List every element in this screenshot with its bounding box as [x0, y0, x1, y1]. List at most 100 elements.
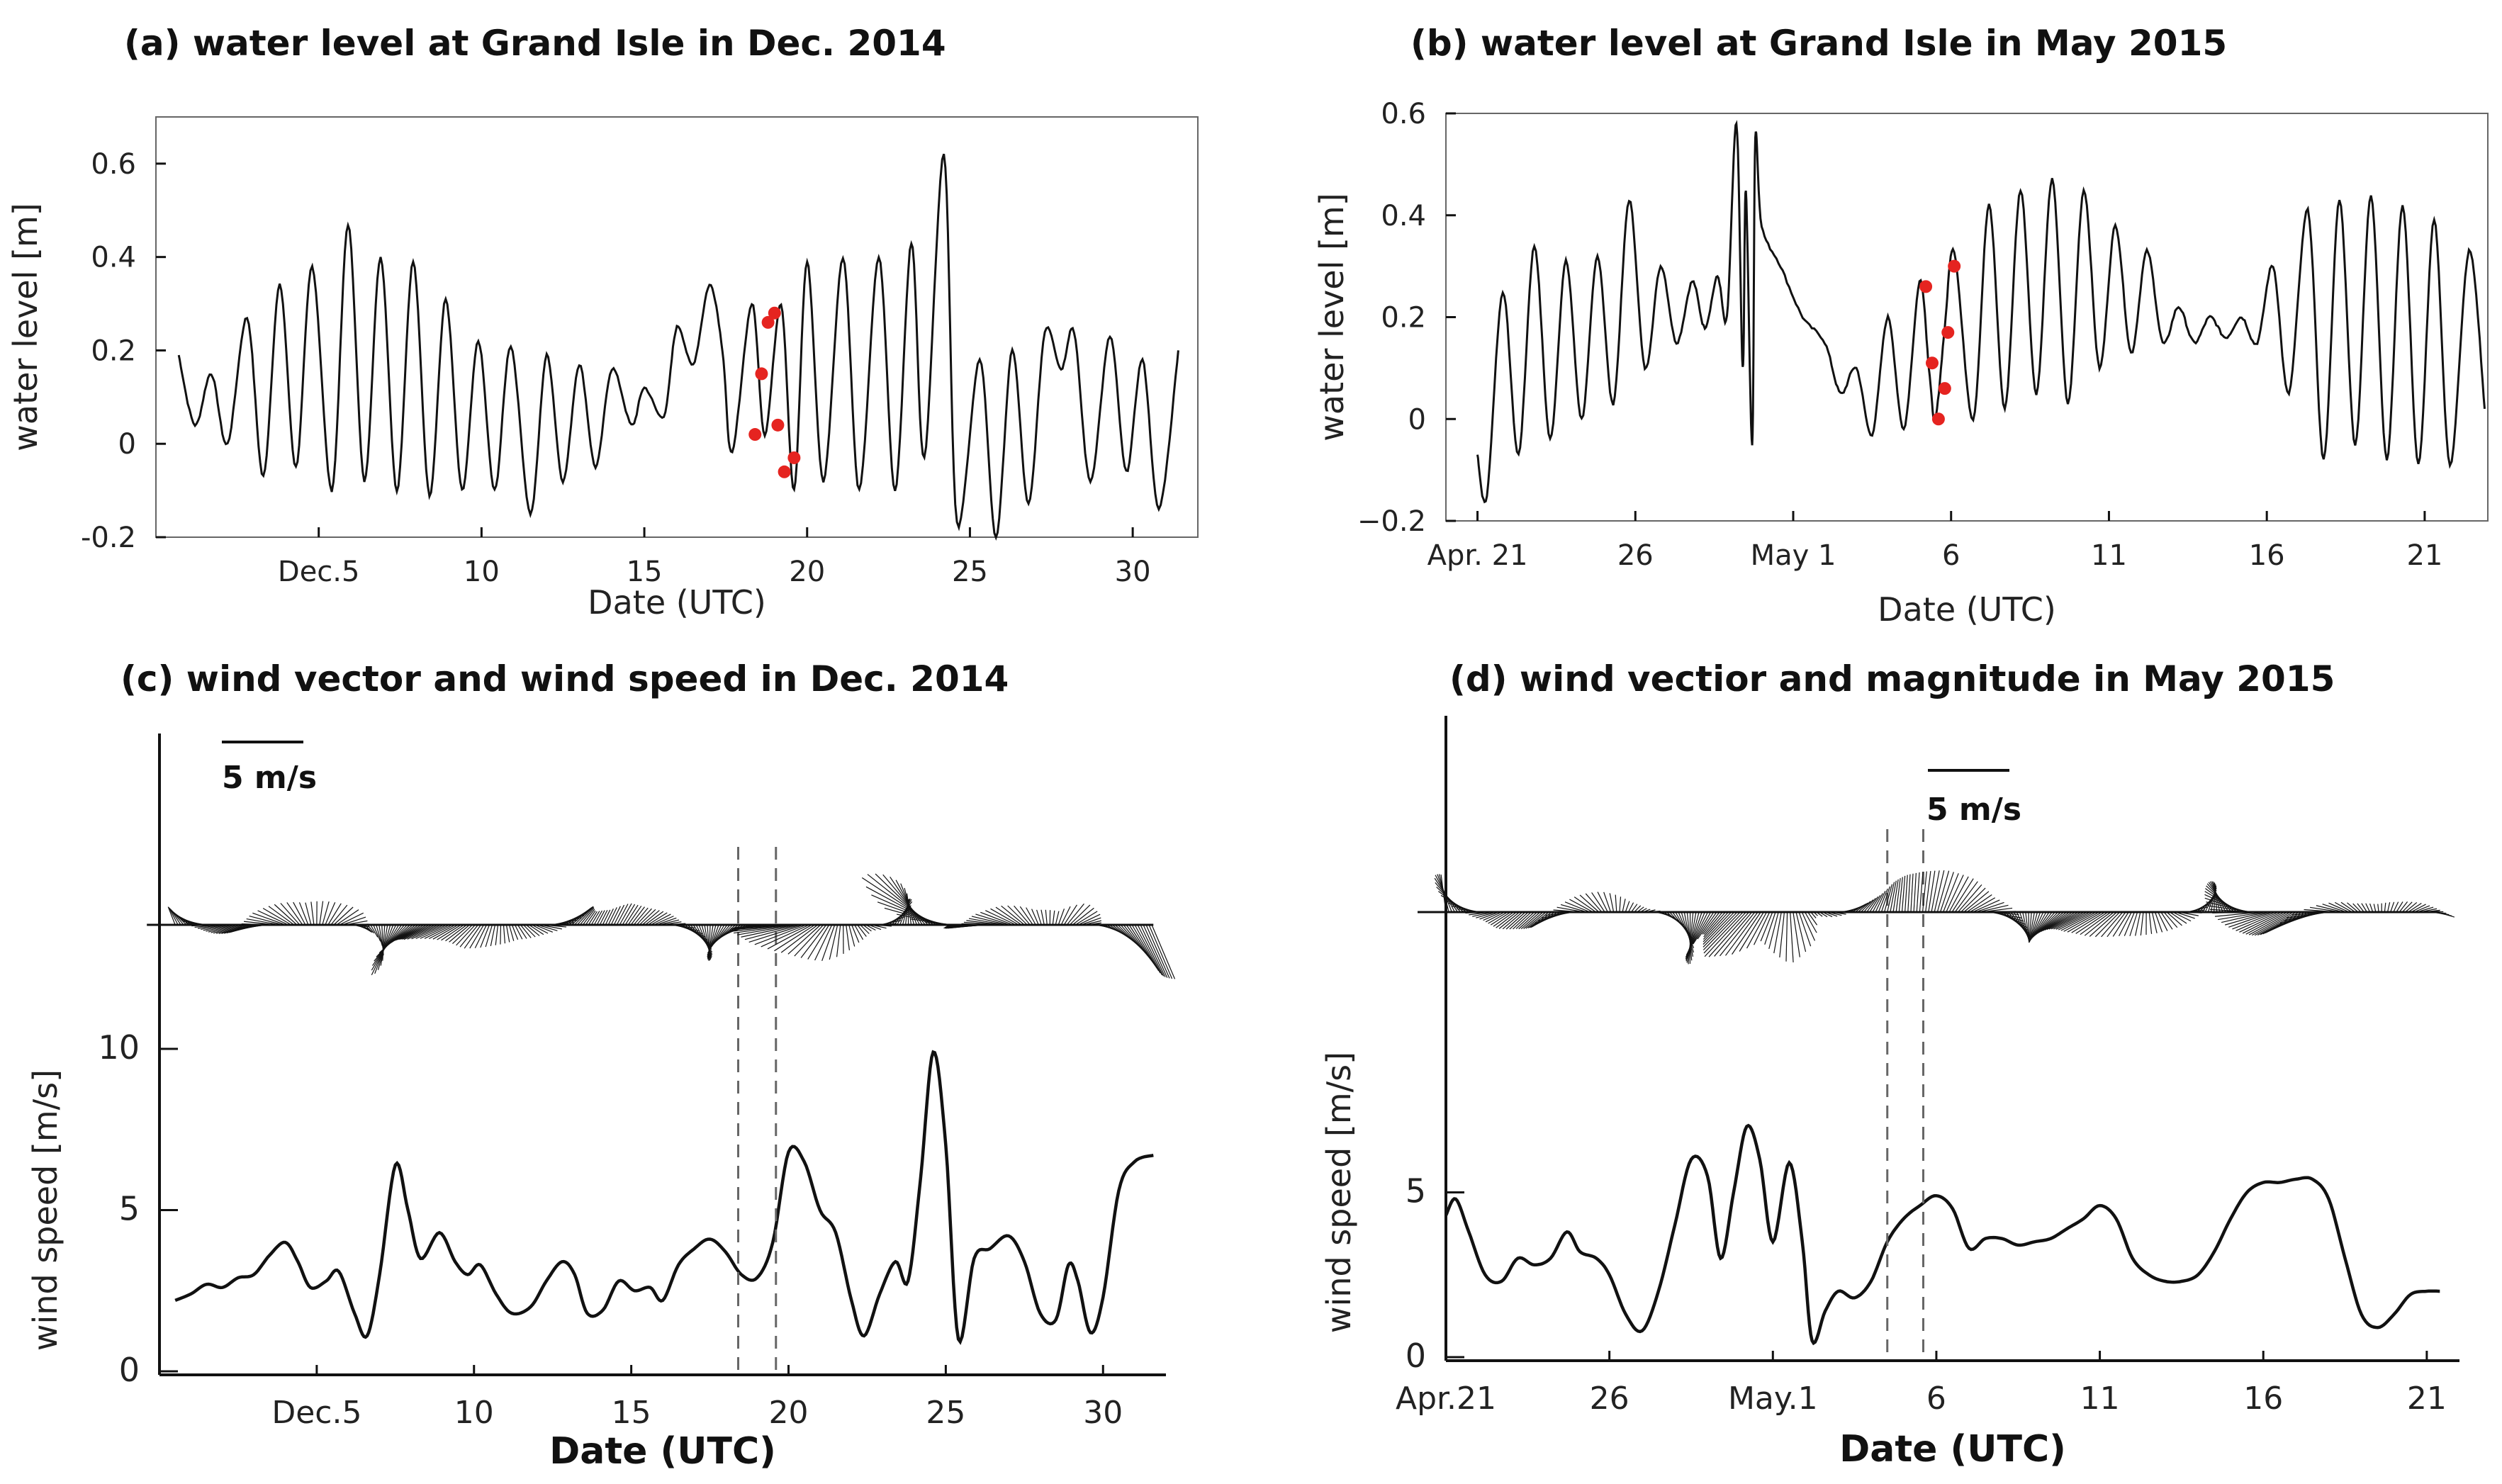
- wind-stick: [1646, 909, 1656, 913]
- data-point-marker: [748, 428, 762, 442]
- wind-stick: [1746, 911, 1768, 949]
- wind-stick: [2245, 911, 2288, 935]
- wind-stick: [361, 924, 372, 933]
- wind-stick: [2221, 911, 2267, 923]
- wind-stick: [2053, 911, 2088, 930]
- wind-stick: [2377, 904, 2379, 913]
- wind-stick: [402, 924, 436, 940]
- wind-stick: [400, 924, 433, 940]
- wind-stick: [490, 924, 496, 946]
- wind-stick: [2334, 901, 2352, 913]
- wind-stick: [268, 906, 295, 926]
- wind-stick: [1609, 893, 1615, 913]
- wind-stick: [622, 904, 636, 926]
- wind-stick: [593, 910, 602, 926]
- data-point-marker: [778, 465, 791, 478]
- wind-stick: [971, 916, 1008, 926]
- wind-stick: [325, 902, 336, 926]
- wind-stick: [464, 924, 482, 949]
- wind-stick: [761, 924, 810, 948]
- wind-stick: [865, 924, 876, 931]
- chart-panel-b: (b) water level at Grand Isle in May 201…: [1313, 23, 2489, 629]
- x-tick-label: 21: [2407, 1381, 2447, 1417]
- wind-stick: [407, 924, 442, 940]
- wind-stick: [2172, 911, 2192, 922]
- wind-stick: [748, 924, 804, 943]
- wind-stick: [456, 924, 476, 946]
- wind-stick: [968, 918, 1005, 926]
- wind-stick: [298, 902, 309, 926]
- wind-stick: [1060, 906, 1071, 926]
- wind-stick: [829, 924, 838, 960]
- wind-stick: [339, 912, 364, 926]
- wind-stick: [1898, 877, 1903, 913]
- wind-stick: [1703, 911, 1723, 935]
- wind-stick: [990, 908, 1019, 926]
- wind-stick: [2135, 911, 2141, 936]
- y-tick-label: −0.2: [1357, 505, 1426, 538]
- wind-stick: [2357, 903, 2364, 913]
- x-tick-label: 30: [1115, 556, 1151, 588]
- wind-stick: [1779, 911, 1785, 958]
- wind-stick: [1798, 911, 1812, 947]
- wind-stick: [2225, 911, 2270, 926]
- wind-stick: [319, 901, 324, 926]
- wind-stick: [2361, 903, 2367, 913]
- wind-stick: [1631, 904, 1638, 913]
- wind-stick: [980, 911, 1014, 926]
- wind-stick: [2163, 911, 2178, 928]
- wind-stick: [582, 909, 595, 926]
- wind-stick: [573, 906, 594, 926]
- wind-stick: [1087, 922, 1101, 926]
- wind-stick: [1080, 917, 1101, 926]
- x-tick-label: 26: [1590, 1381, 1629, 1417]
- y-tick-label: 0.4: [1381, 200, 1426, 232]
- y-tick-label: 5: [1406, 1172, 1426, 1210]
- wind-stick: [1890, 880, 1897, 913]
- wind-stick: [1801, 911, 1816, 941]
- y-tick-label: 10: [98, 1028, 140, 1067]
- wind-stick: [1151, 924, 1176, 979]
- wind-stick: [985, 910, 1016, 926]
- wind-stick: [851, 924, 860, 943]
- y-tick-label: 0.2: [1381, 302, 1426, 335]
- wind-stick: [1502, 911, 1523, 930]
- y-tick-label: 0.6: [91, 148, 136, 181]
- wind-stick: [1573, 896, 1597, 913]
- y-tick-label: 0: [1406, 1337, 1426, 1375]
- wind-stick: [2214, 911, 2262, 917]
- wind-stick: [1472, 911, 1493, 917]
- x-tick-label: 26: [1617, 539, 1654, 572]
- wind-stick: [1810, 911, 1817, 918]
- wind-stick: [1913, 872, 1917, 913]
- y-tick-label: 0: [118, 428, 136, 461]
- wind-stick: [517, 924, 527, 939]
- wind-stick: [1981, 907, 2013, 913]
- wind-stick: [2094, 911, 2121, 938]
- wind-stick: [2048, 911, 2082, 930]
- x-tick-label: 6: [1942, 539, 1960, 572]
- wind-stick: [2423, 909, 2440, 913]
- wind-stick: [1703, 911, 1744, 954]
- wind-stick: [441, 924, 464, 941]
- wind-stick: [403, 924, 439, 940]
- data-point-marker: [1938, 382, 1951, 395]
- wind-stick: [963, 921, 999, 926]
- wind-stick: [1143, 924, 1168, 978]
- wind-stick: [2030, 911, 2047, 940]
- wind-stick: [459, 924, 478, 948]
- wind-stick: [221, 924, 247, 934]
- x-tick-label: 16: [2243, 1381, 2283, 1417]
- wind-stick: [653, 916, 674, 926]
- data-point-marker: [768, 306, 781, 320]
- wind-stick: [1928, 870, 1936, 913]
- wind-stick: [2373, 904, 2377, 913]
- x-tick-label: May.1: [1728, 1381, 1818, 1417]
- wind-stick: [2420, 908, 2438, 913]
- wind-stick: [1714, 911, 1753, 957]
- wind-stick: [2304, 909, 2338, 913]
- wind-stick: [658, 919, 680, 926]
- y-tick-label: 0: [1408, 403, 1426, 436]
- wind-stick: [1493, 911, 1514, 927]
- wind-stick: [2352, 903, 2362, 913]
